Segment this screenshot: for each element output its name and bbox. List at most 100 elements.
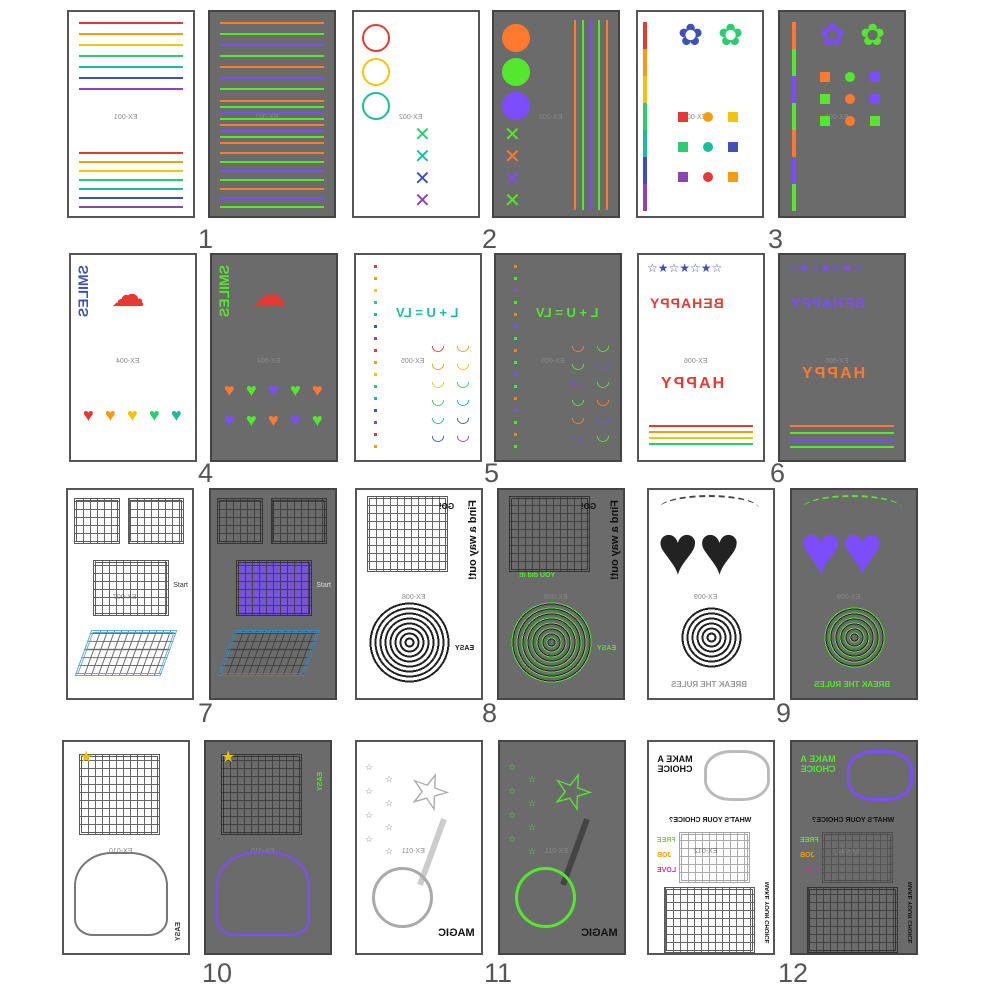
glow-tattoo-sheet-4: EX-004 SMILES ☁ ♥ ♥ ♥ ♥ ♥ ♥ ♥ ♥ ♥ ♥ [210, 253, 338, 462]
sheet-code: EX-009 [837, 594, 861, 601]
moon-icon: ◡ [456, 391, 470, 408]
smiley-icon [502, 58, 530, 86]
heart-icon: ♥ [83, 405, 94, 425]
set-number: 4 [198, 458, 214, 488]
heart-maze: ♥♥ [800, 511, 884, 589]
tattoo-sheet-5: EX-005 L + U = LV ◡ ◡ ◡ ◡ ◡ ◡ ◡ ◡ ◡ ◡ ◡ ◡ [354, 253, 482, 462]
bow-maze [216, 852, 310, 936]
shape [820, 116, 830, 126]
go-text: GO! [581, 502, 597, 511]
stripe [590, 20, 592, 210]
star-icon: ☆ [528, 798, 537, 808]
make-your-choice-text: MAKE YOUR CHOICE [765, 882, 771, 944]
easy-text: EASY [597, 645, 617, 652]
moon-icon: ◡ [571, 355, 585, 372]
stripe [790, 425, 894, 427]
maze [236, 560, 312, 616]
stripe [79, 170, 183, 172]
love-text: L + U = LV [536, 305, 599, 320]
moon-icon: ◡ [596, 337, 610, 354]
dot [514, 409, 517, 412]
shape [703, 172, 713, 182]
heart-icon: ♥ [105, 405, 116, 425]
love-label: LOVE [657, 867, 677, 874]
shape [728, 172, 738, 182]
dot [514, 385, 517, 388]
stripe [643, 130, 647, 157]
free-label: FREE [657, 837, 676, 844]
star-icon: ☆ [528, 774, 537, 784]
tattoo-sheet-8: EX-008 Find a way out! GO! EASY [355, 488, 483, 700]
stripe [79, 77, 183, 79]
find-way-text: Find a way out! [467, 500, 479, 581]
star-icon: ☆ [365, 786, 374, 796]
smiley-icon [362, 24, 390, 52]
stripe [790, 432, 894, 434]
moon-icon: ◡ [571, 373, 585, 390]
dot [514, 361, 517, 364]
flower-icon: ✿ [678, 19, 704, 52]
happy-text: HAPPY [659, 375, 725, 392]
circular-maze [679, 605, 744, 670]
maze [128, 498, 184, 544]
stripe [79, 88, 183, 90]
maze [664, 887, 755, 953]
stripe [79, 55, 183, 57]
stripe [792, 103, 796, 130]
dot [374, 313, 377, 316]
tattoo-sheet-1: EX-001 [67, 10, 195, 218]
shape [703, 142, 713, 152]
moon-icon: ◡ [456, 373, 470, 390]
set-number: 3 [768, 224, 784, 254]
star-icon: ☆ [508, 834, 517, 844]
set-number: 2 [482, 224, 498, 254]
glow-tattoo-sheet-5: EX-005 L + U = LV ◡ ◡ ◡ ◡ ◡ ◡ ◡ ◡ ◡ ◡ ◡ ◡ [494, 253, 622, 462]
tangle-maze [704, 750, 770, 801]
sheet-code: EX-009 [694, 594, 718, 601]
heart-icon: ♥ [312, 380, 323, 400]
stripe [643, 49, 647, 76]
dot [514, 277, 517, 280]
make-choice-text: MAKE A CHOICE [800, 754, 836, 774]
maze [271, 498, 327, 544]
sheet-code: EX-006 [825, 357, 849, 365]
circular-maze [822, 605, 887, 670]
stripe [79, 197, 183, 199]
tangle-maze [847, 750, 913, 801]
stripe [79, 44, 183, 46]
dot [374, 325, 377, 328]
dot [514, 397, 517, 400]
glow-tattoo-sheet-11: EX-011 ☆ MAGIC ☆ ☆ ☆ ☆ ☆ ☆ ☆ ☆ [498, 740, 626, 955]
stars-icon: ☆★☆★☆★☆ [647, 261, 723, 275]
behappy-text: BEHAPPY [790, 295, 865, 311]
shape [728, 112, 738, 122]
star-icon: ★ [79, 749, 94, 766]
dot [514, 445, 517, 448]
stripe [643, 22, 647, 49]
dot [514, 349, 517, 352]
sheet-code: EX-006 [684, 357, 708, 365]
start-label: Start [173, 582, 188, 589]
moon-icon: ◡ [596, 409, 610, 426]
shape [703, 112, 713, 122]
smiles-text: SMILES [75, 265, 91, 318]
rainbow-icon: ☁ [252, 276, 286, 314]
shape [820, 72, 830, 82]
shape [870, 116, 880, 126]
stripe [220, 55, 324, 57]
go-text: GO! [439, 502, 455, 511]
sheet-code: EX-005 [401, 357, 425, 365]
stripe [220, 88, 324, 90]
glow-tattoo-sheet-9: EX-009 ♥♥ BREAK THE RULES [790, 488, 918, 700]
dot [514, 421, 517, 424]
stripe [79, 161, 183, 163]
star-icon: ☆ [385, 798, 394, 808]
maze [93, 560, 169, 616]
heart-maze: ♥♥ [657, 511, 741, 589]
set-number: 7 [198, 698, 214, 728]
maze [679, 832, 750, 883]
x-icon: ✕ [414, 146, 431, 168]
set-number: 10 [202, 958, 233, 988]
x-icon: ✕ [504, 124, 521, 146]
maze [74, 498, 120, 544]
